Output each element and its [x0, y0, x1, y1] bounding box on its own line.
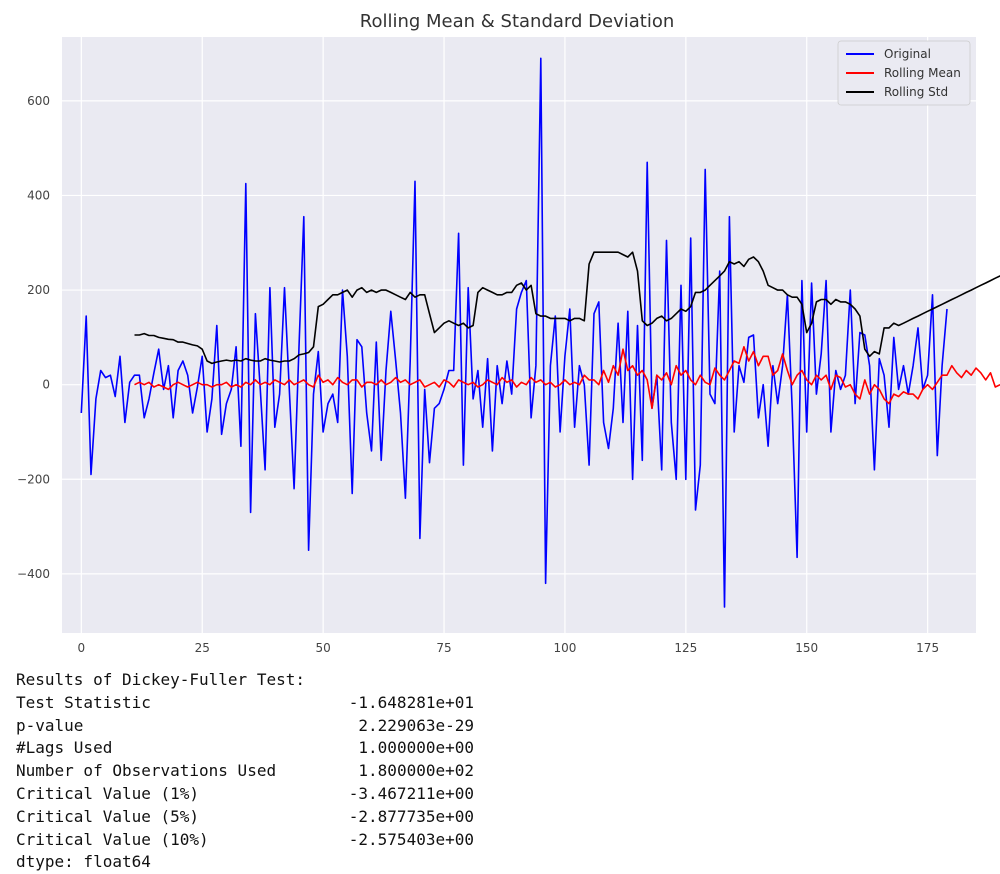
output-label: Number of Observations Used	[16, 760, 316, 783]
output-value: 1.000000e+00	[316, 737, 474, 760]
y-tick-label: −200	[17, 472, 50, 486]
output-value: -3.467211e+00	[316, 783, 474, 806]
legend-label: Original	[884, 47, 931, 61]
x-tick-label: 100	[553, 641, 576, 655]
x-axis-ticks: 0 25 50 75 100 125 150 175	[78, 641, 940, 655]
x-tick-label: 75	[436, 641, 451, 655]
x-tick-label: 25	[195, 641, 210, 655]
output-row: Critical Value (10%)-2.575403e+00	[16, 829, 474, 852]
output-label: Test Statistic	[16, 692, 316, 715]
y-tick-label: 0	[42, 378, 50, 392]
x-tick-label: 50	[316, 641, 331, 655]
output-value: 2.229063e-29	[316, 715, 474, 738]
x-tick-label: 175	[916, 641, 939, 655]
output-label: p-value	[16, 715, 316, 738]
output-row: Critical Value (1%)-3.467211e+00	[16, 783, 474, 806]
output-label: Critical Value (5%)	[16, 806, 316, 829]
output-header: Results of Dickey-Fuller Test:	[16, 669, 474, 692]
output-label: Critical Value (1%)	[16, 783, 316, 806]
chart: Rolling Mean & Standard Deviation −400 −2…	[0, 0, 1000, 660]
x-tick-label: 150	[795, 641, 818, 655]
legend-label: Rolling Std	[884, 85, 948, 99]
legend-label: Rolling Mean	[884, 66, 961, 80]
output-value: -2.575403e+00	[316, 829, 474, 852]
output-value: 1.800000e+02	[316, 760, 474, 783]
output-value: -1.648281e+01	[316, 692, 474, 715]
output-label: Critical Value (10%)	[16, 829, 316, 852]
output-dtype: dtype: float64	[16, 851, 474, 874]
plot-area	[62, 37, 976, 633]
output-row: Critical Value (5%)-2.877735e+00	[16, 806, 474, 829]
output-value: -2.877735e+00	[316, 806, 474, 829]
chart-title: Rolling Mean & Standard Deviation	[360, 11, 675, 32]
legend: Original Rolling Mean Rolling Std	[838, 41, 970, 105]
output-label: #Lags Used	[16, 737, 316, 760]
output-row: Test Statistic-1.648281e+01	[16, 692, 474, 715]
x-tick-label: 0	[78, 641, 86, 655]
x-tick-label: 125	[674, 641, 697, 655]
y-tick-label: −400	[17, 567, 50, 581]
y-axis-ticks: −400 −200 0 200 400 600	[17, 94, 50, 581]
dickey-fuller-output: Results of Dickey-Fuller Test: Test Stat…	[16, 669, 474, 874]
y-tick-label: 600	[27, 94, 50, 108]
y-tick-label: 400	[27, 188, 50, 202]
y-tick-label: 200	[27, 283, 50, 297]
